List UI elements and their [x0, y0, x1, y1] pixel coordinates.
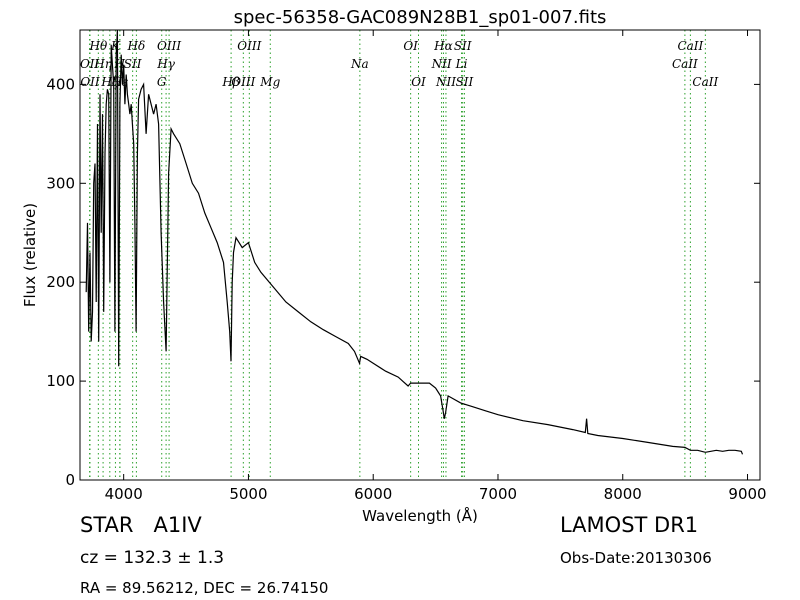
line-marker-label: Hζ	[100, 75, 119, 89]
line-marker-label: Hβ	[221, 75, 239, 89]
redshift-value: cz = 132.3 ± 1.3	[80, 548, 225, 568]
line-marker-layer	[89, 30, 706, 480]
chart-title: spec-56358-GAC089N28B1_sp01-007.fits	[234, 7, 607, 28]
line-marker-label: Hδ	[127, 39, 146, 53]
x-tick-label: 9000	[728, 485, 766, 503]
object-subclass: A1IV	[153, 513, 202, 537]
line-marker-label: OII	[80, 75, 100, 89]
line-marker-label: SII	[454, 39, 472, 53]
x-axis-ticks: 4000 5000 6000 7000 8000 9000	[105, 30, 767, 503]
line-marker-label: OIII	[231, 75, 255, 89]
line-marker-label: CaII	[677, 39, 703, 53]
x-tick-label: 6000	[354, 485, 392, 503]
line-marker-label: Hθ	[88, 39, 107, 53]
y-tick-label: 400	[46, 75, 75, 93]
plot-frame	[79, 29, 761, 481]
line-marker-label: G	[157, 75, 167, 89]
x-tick-label: 7000	[479, 485, 517, 503]
line-marker-label: CaII	[692, 75, 718, 89]
y-tick-label: 200	[46, 273, 75, 291]
line-marker-label: Li	[455, 57, 468, 71]
line-marker-label: CaII	[672, 57, 698, 71]
line-marker-label: OIII	[237, 39, 261, 53]
observation-date: Obs-Date:20130306	[560, 549, 712, 567]
y-axis-ticks: 0 100 200 300 400	[46, 75, 760, 489]
line-marker-label: K	[110, 39, 121, 53]
survey-name: LAMOST DR1	[560, 513, 699, 537]
line-marker-label: SII	[456, 75, 474, 89]
line-marker-label: Hα	[433, 39, 453, 53]
line-marker-label: Na	[350, 57, 369, 71]
object-type: STAR	[80, 513, 134, 537]
line-marker-label: NII	[431, 57, 452, 71]
y-axis-label: Flux (relative)	[21, 203, 39, 307]
y-tick-label: 300	[46, 174, 75, 192]
line-marker-label: OIII	[157, 39, 181, 53]
x-tick-label: 4000	[105, 485, 143, 503]
spectrum-line	[85, 29, 744, 455]
line-marker-label: Hη	[93, 57, 112, 71]
line-marker-label: NII	[435, 75, 456, 89]
line-marker-label: OII	[80, 57, 100, 71]
line-marker-label: OI	[411, 75, 426, 89]
y-tick-label: 100	[46, 372, 75, 390]
x-tick-label: 5000	[229, 485, 267, 503]
coordinates: RA = 89.56212, DEC = 26.74150	[80, 579, 329, 597]
line-marker-label: Mg	[259, 75, 280, 89]
x-axis-label: Wavelength (Å)	[362, 506, 478, 525]
object-classification: STAR A1IV	[80, 513, 202, 537]
y-tick-label: 0	[65, 471, 75, 489]
x-tick-label: 8000	[604, 485, 642, 503]
line-marker-label: OI	[403, 39, 418, 53]
line-marker-label: Hγ	[156, 57, 175, 71]
line-marker-label: SII	[124, 57, 142, 71]
